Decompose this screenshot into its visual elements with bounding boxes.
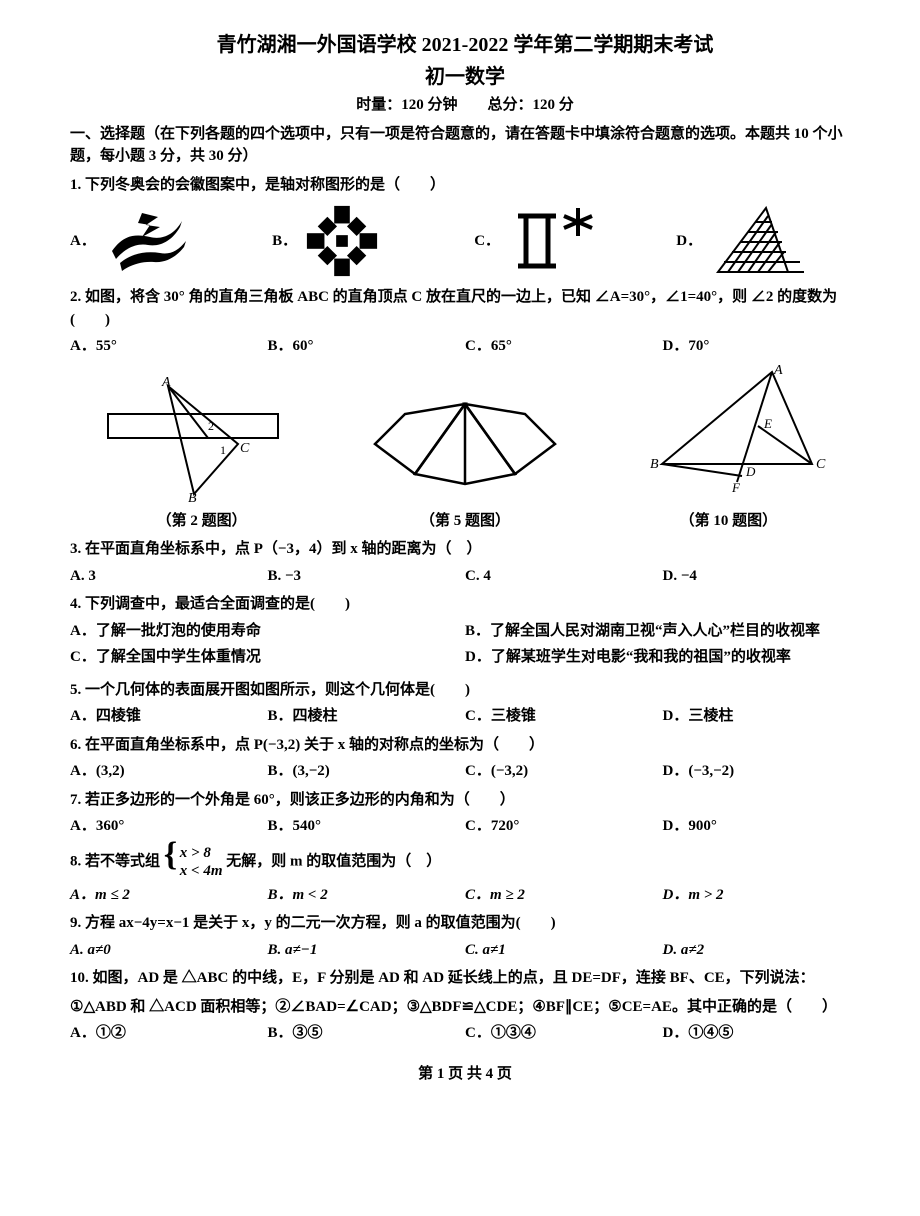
q9-optD: D. a≠2	[663, 939, 861, 962]
q10-text: 10. 如图，AD 是 △ABC 的中线，E，F 分别是 AD 和 AD 延长线…	[70, 967, 860, 990]
q4-optD: D．了解某班学生对电影“我和我的祖国”的收视率	[465, 646, 860, 669]
q9-optA: A. a≠0	[70, 939, 268, 962]
q9-optB: B. a≠−1	[268, 939, 466, 962]
q1-figC-icon	[506, 206, 606, 276]
q9-optC: C. a≠1	[465, 939, 663, 962]
q5-text: 5. 一个几何体的表面展开图如图所示，则这个几何体是( )	[70, 679, 860, 702]
q4-options: A．了解一批灯泡的使用寿命 B．了解全国人民对湖南卫视“声入人心”栏目的收视率 …	[70, 620, 860, 673]
q5-optD: D．三棱柱	[663, 705, 861, 728]
figures-row: A C B 2 1 A B C E D F	[70, 364, 860, 504]
q8-system: x > 8 x < 4m	[164, 844, 223, 880]
q9-options: A. a≠0 B. a≠−1 C. a≠1 D. a≠2	[70, 939, 860, 962]
q2-text: 2. 如图，将含 30° 角的直角三角板 ABC 的直角顶点 C 放在直尺的一边…	[70, 286, 860, 331]
section-1-heading: 一、选择题（在下列各题的四个选项中，只有一项是符合题意的，请在答题卡中填涂符合题…	[70, 123, 860, 168]
q8-post: 无解，则 m 的取值范围为（ ）	[226, 853, 441, 869]
q4-optA: A．了解一批灯泡的使用寿命	[70, 620, 465, 643]
q10-optB: B．③⑤	[268, 1022, 466, 1045]
q4-optC: C．了解全国中学生体重情况	[70, 646, 465, 669]
q2-optB: B．60°	[268, 335, 466, 358]
exam-meta: 时量：120 分钟 总分：120 分	[70, 94, 860, 117]
q4-optB: B．了解全国人民对湖南卫视“声入人心”栏目的收视率	[465, 620, 860, 643]
q2-optD: D．70°	[663, 335, 861, 358]
q1-options: A． B． C．	[70, 202, 860, 280]
q8-line1: x > 8	[180, 844, 223, 862]
q8-optA: A．m ≤ 2	[70, 884, 268, 907]
q7-optA: A．360°	[70, 815, 268, 838]
svg-text:F: F	[731, 480, 741, 495]
q7-optC: C．720°	[465, 815, 663, 838]
exam-title: 青竹湖湘一外国语学校 2021-2022 学年第二学期期末考试	[70, 30, 860, 60]
q1-text: 1. 下列冬奥会的会徽图案中，是轴对称图形的是（ ）	[70, 174, 860, 197]
q8-pre: 8. 若不等式组	[70, 853, 160, 869]
q1-optD-label: D．	[676, 230, 702, 253]
q2-figure-icon: A C B 2 1	[98, 374, 298, 504]
q3-optC: C. 4	[465, 565, 663, 588]
q3-optD: D. −4	[663, 565, 861, 588]
svg-text:C: C	[816, 457, 826, 472]
q5-options: A．四棱锥 B．四棱柱 C．三棱锥 D．三棱柱	[70, 705, 860, 728]
figure-captions: （第 2 题图） （第 5 题图） （第 10 题图）	[70, 510, 860, 533]
fig-caption-q2: （第 2 题图）	[70, 510, 333, 533]
svg-text:A: A	[773, 364, 783, 378]
q3-optB: B. −3	[268, 565, 466, 588]
svg-text:D: D	[745, 464, 756, 479]
q8-optC: C．m ≥ 2	[465, 884, 663, 907]
q10-figure-icon: A B C E D F	[632, 364, 832, 504]
q5-optA: A．四棱锥	[70, 705, 268, 728]
q1-figD-icon	[708, 202, 808, 280]
q5-optB: B．四棱柱	[268, 705, 466, 728]
q7-options: A．360° B．540° C．720° D．900°	[70, 815, 860, 838]
exam-subtitle: 初一数学	[70, 62, 860, 92]
q9-text: 9. 方程 ax−4y=x−1 是关于 x，y 的二元一次方程，则 a 的取值范…	[70, 912, 860, 935]
q7-text: 7. 若正多边形的一个外角是 60°，则该正多边形的内角和为（ ）	[70, 789, 860, 812]
q1-figB-icon	[303, 202, 381, 280]
q6-options: A．(3,2) B．(3,−2) C．(−3,2) D．(−3,−2)	[70, 760, 860, 783]
q1-optB-label: B．	[272, 230, 297, 253]
q10-optC: C．①③④	[465, 1022, 663, 1045]
q4-text: 4. 下列调查中，最适合全面调查的是( )	[70, 593, 860, 616]
q8-options: A．m ≤ 2 B．m < 2 C．m ≥ 2 D．m > 2	[70, 884, 860, 907]
q6-text: 6. 在平面直角坐标系中，点 P(−3,2) 关于 x 轴的对称点的坐标为（ ）	[70, 734, 860, 757]
q7-optB: B．540°	[268, 815, 466, 838]
q5-figure-icon	[355, 384, 575, 504]
page-footer: 第 1 页 共 4 页	[70, 1063, 860, 1086]
q3-optA: A. 3	[70, 565, 268, 588]
svg-text:B: B	[650, 457, 659, 472]
svg-text:2: 2	[208, 419, 214, 433]
q8-text: 8. 若不等式组 x > 8 x < 4m 无解，则 m 的取值范围为（ ）	[70, 844, 860, 880]
q8-optB: B．m < 2	[268, 884, 466, 907]
fig-caption-q5: （第 5 题图）	[333, 510, 596, 533]
q3-options: A. 3 B. −3 C. 4 D. −4	[70, 565, 860, 588]
q8-optD: D．m > 2	[663, 884, 861, 907]
svg-text:B: B	[188, 491, 197, 504]
q2-options: A．55° B．60° C．65° D．70°	[70, 335, 860, 358]
fig-caption-q10: （第 10 题图）	[597, 510, 860, 533]
q2-optC: C．65°	[465, 335, 663, 358]
q10-statements: ①△ABD 和 △ACD 面积相等；②∠BAD=∠CAD；③△BDF≌△CDE；…	[70, 996, 860, 1019]
q5-optC: C．三棱锥	[465, 705, 663, 728]
svg-text:E: E	[763, 416, 772, 431]
q1-optC-label: C．	[474, 230, 500, 253]
svg-text:1: 1	[220, 443, 226, 457]
q6-optD: D．(−3,−2)	[663, 760, 861, 783]
q10-optD: D．①④⑤	[663, 1022, 861, 1045]
svg-text:C: C	[240, 441, 250, 456]
q1-figA-icon	[102, 207, 192, 275]
svg-text:A: A	[161, 375, 171, 390]
q6-optB: B．(3,−2)	[268, 760, 466, 783]
q8-line2: x < 4m	[180, 862, 223, 880]
q3-text: 3. 在平面直角坐标系中，点 P（−3，4）到 x 轴的距离为（ ）	[70, 538, 860, 561]
q10-optA: A．①②	[70, 1022, 268, 1045]
q2-optA: A．55°	[70, 335, 268, 358]
q10-options: A．①② B．③⑤ C．①③④ D．①④⑤	[70, 1022, 860, 1045]
q1-optA-label: A．	[70, 230, 96, 253]
q6-optC: C．(−3,2)	[465, 760, 663, 783]
q7-optD: D．900°	[663, 815, 861, 838]
q6-optA: A．(3,2)	[70, 760, 268, 783]
